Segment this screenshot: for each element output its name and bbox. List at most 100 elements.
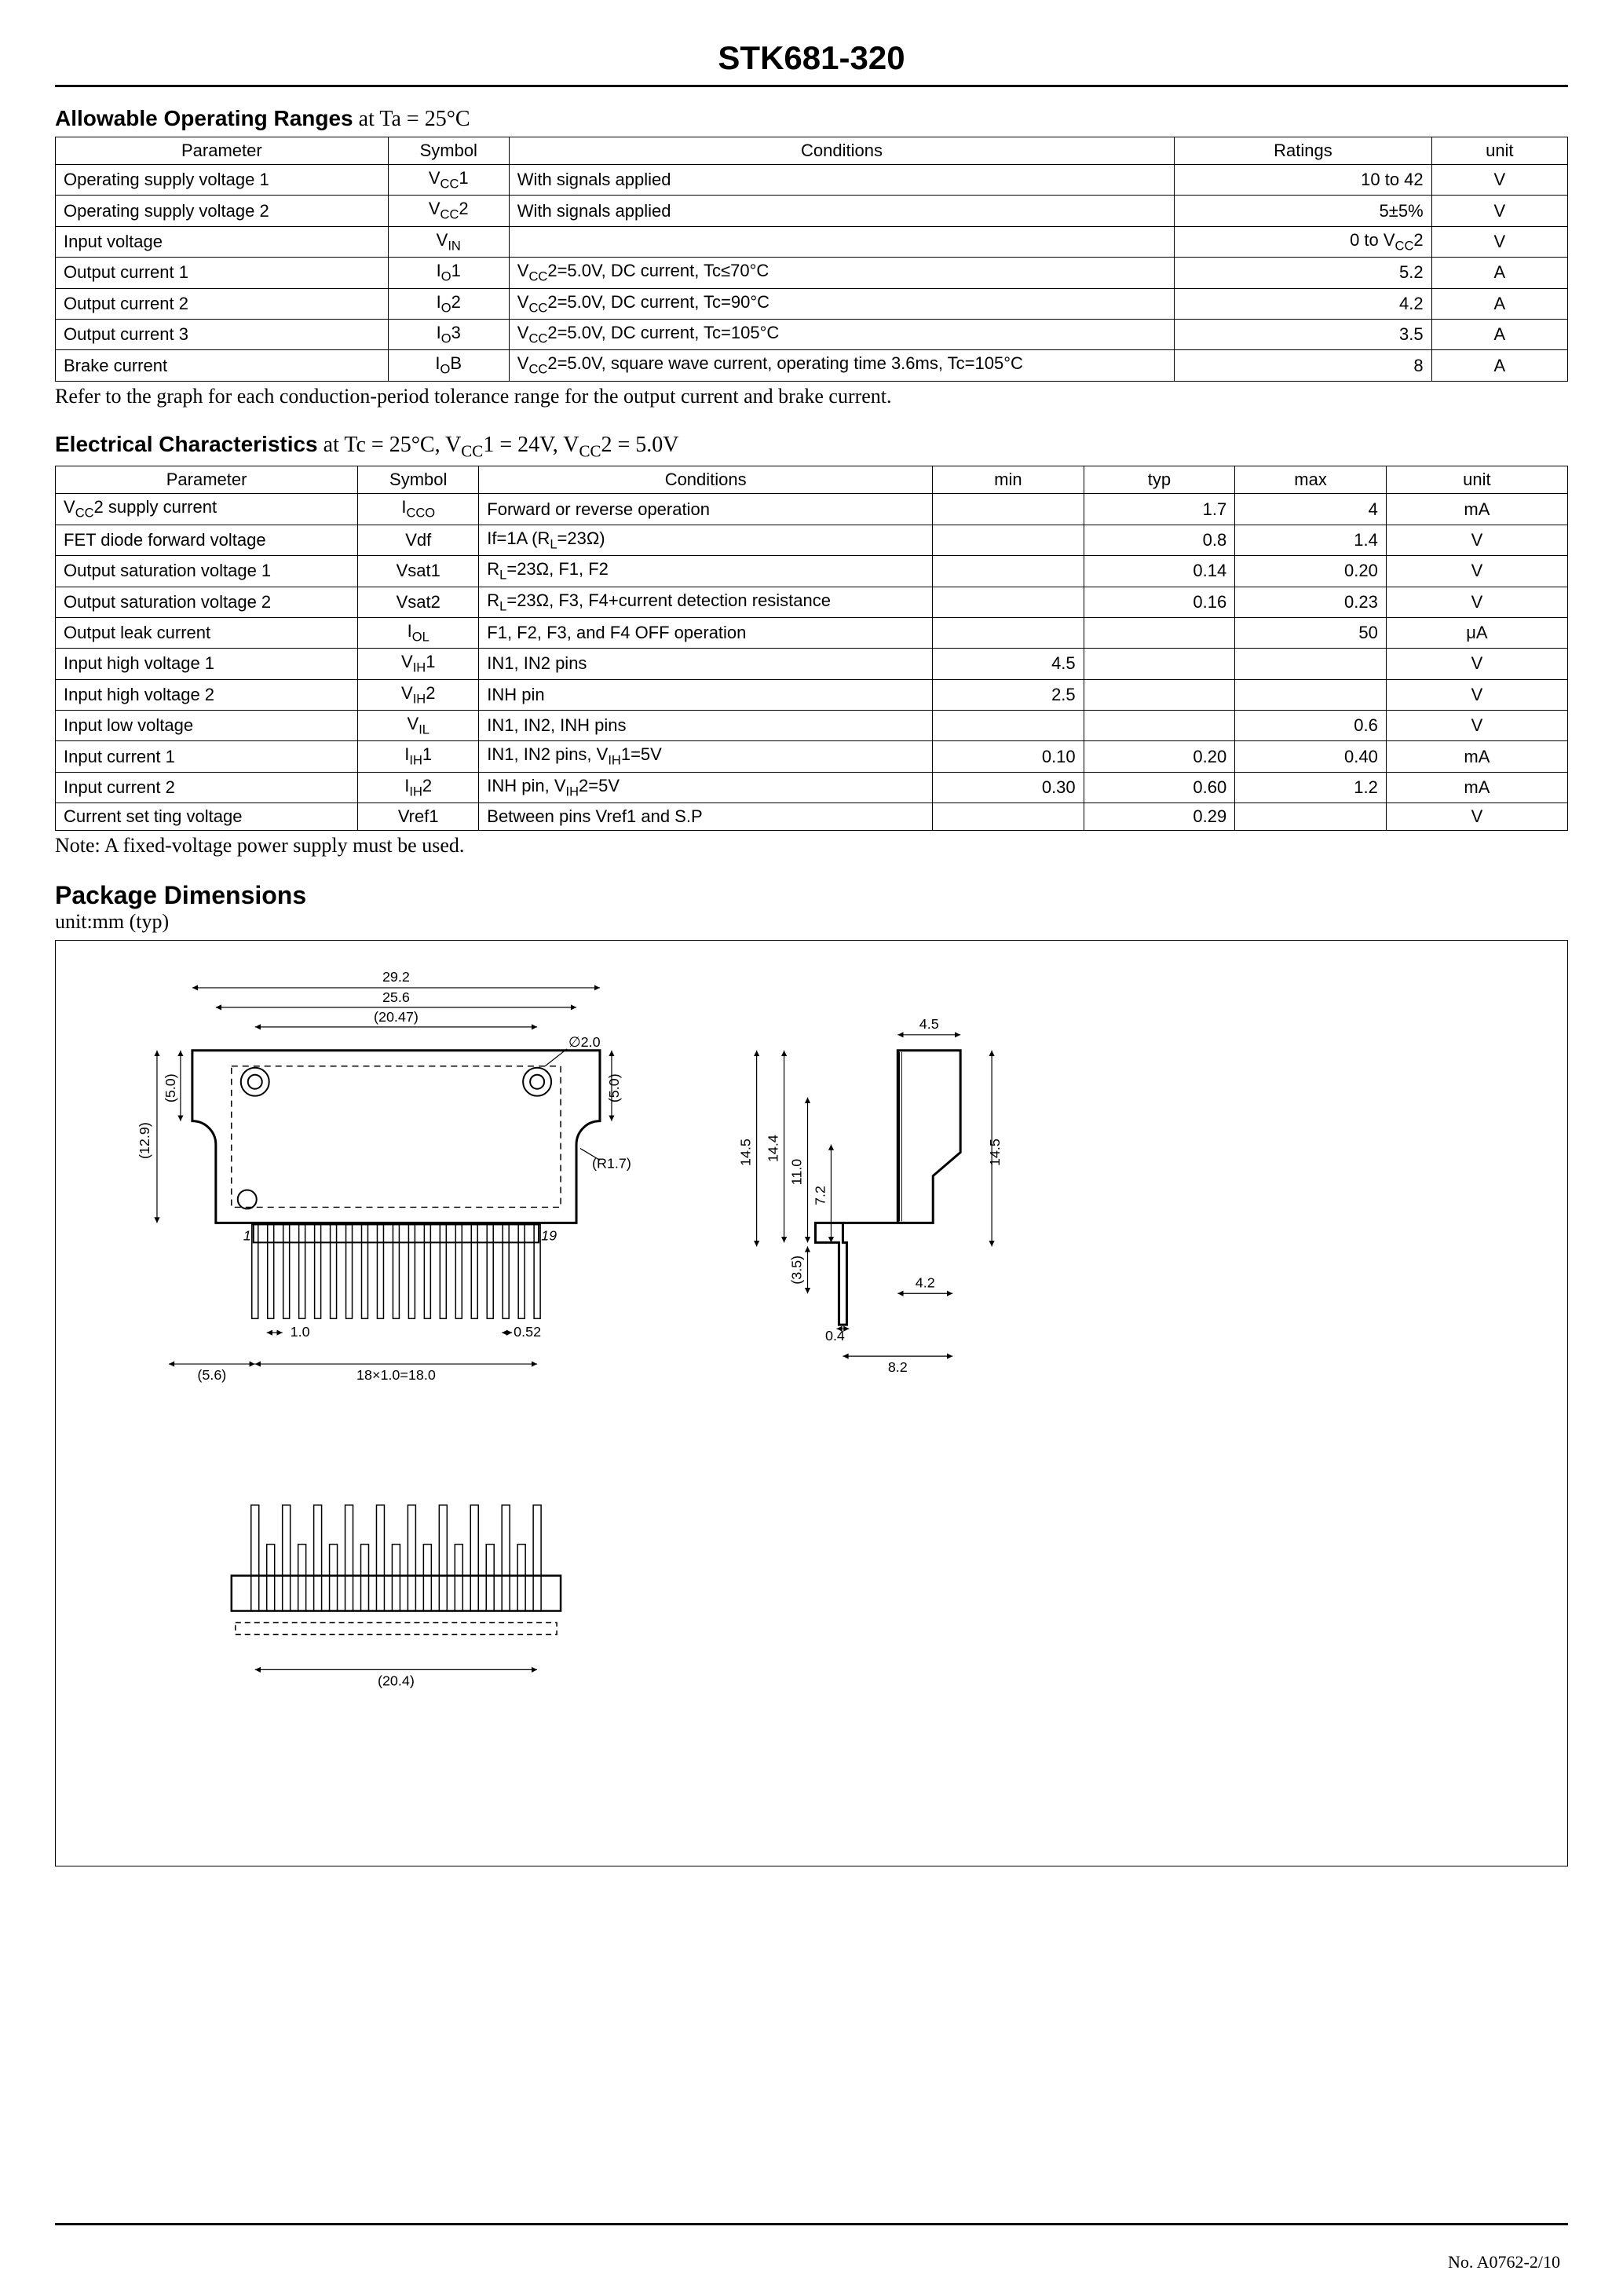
cell: 0.30 [933,772,1084,803]
section2-title: Electrical Characteristics at Tc = 25°C,… [55,432,1568,462]
cell: Brake current [56,350,389,381]
cell: 0.29 [1084,803,1235,831]
cell: With signals applied [509,196,1174,226]
cell: Forward or reverse operation [479,494,933,525]
cell: mA [1386,741,1567,772]
cell [933,525,1084,555]
cell: VCC2=5.0V, square wave current, operatin… [509,350,1174,381]
dim-side-w4: 8.2 [888,1359,908,1375]
section1-title: Allowable Operating Ranges at Ta = 25°C [55,106,1568,132]
dim-side-w1: 4.5 [919,1016,939,1032]
cell: F1, F2, F3, and F4 OFF operation [479,617,933,648]
cell: Vsat1 [358,556,479,587]
dim-bottom-w: (20.4) [378,1673,415,1689]
cell: 0.14 [1084,556,1235,587]
cell: Input current 1 [56,741,358,772]
table-row: Operating supply voltage 2VCC2With signa… [56,196,1568,226]
cell: μA [1386,617,1567,648]
cell: IOL [358,617,479,648]
cell: VCC1 [388,165,509,196]
table-row: Output current 2IO2VCC2=5.0V, DC current… [56,288,1568,319]
cell: Current set ting voltage [56,803,358,831]
section1-title-cond: at Ta = 25°C [353,107,470,131]
cell: Vref1 [358,803,479,831]
cell: 10 to 42 [1175,165,1431,196]
cell: 4 [1235,494,1387,525]
cell: 5±5% [1175,196,1431,226]
cell [933,494,1084,525]
cell: Input current 2 [56,772,358,803]
cell: ICCO [358,494,479,525]
section1-title-text: Allowable Operating Ranges [55,106,353,130]
cell: INH pin, VIH2=5V [479,772,933,803]
dim-hole: ∅2.0 [568,1034,601,1050]
cell: V [1386,556,1567,587]
table-row: Brake currentIOBVCC2=5.0V, square wave c… [56,350,1568,381]
col-header: min [933,466,1084,494]
dim-side-h3: 11.0 [789,1159,805,1186]
cell: Vdf [358,525,479,555]
package-diagram: 29.2 25.6 (20.47) ∅2.0 [55,940,1568,1866]
cell: 2.5 [933,679,1084,710]
cell: 4.5 [933,649,1084,679]
cell: 0.16 [1084,587,1235,617]
cell: Operating supply voltage 1 [56,165,389,196]
section1-note: Refer to the graph for each conduction-p… [55,385,1568,408]
cell: V [1431,196,1567,226]
col-header: Symbol [358,466,479,494]
dim-side-h2: 14.4 [766,1135,781,1162]
cell: Operating supply voltage 2 [56,196,389,226]
footer-rule [55,2223,1568,2225]
col-header: unit [1431,137,1567,165]
dim-side-w2: 4.2 [916,1274,935,1290]
dim-pin-t: 0.52 [514,1324,541,1340]
dim-side-h4: 7.2 [812,1186,828,1205]
cell: Output saturation voltage 2 [56,587,358,617]
table-row: VCC2 supply currentICCOForward or revers… [56,494,1568,525]
table-row: Output current 3IO3VCC2=5.0V, DC current… [56,319,1568,349]
table-row: Input high voltage 1VIH1IN1, IN2 pins4.5… [56,649,1568,679]
cell: Output current 1 [56,258,389,288]
cell: V [1386,803,1567,831]
cell [933,711,1084,741]
dim-r-notch: (R1.7) [592,1156,631,1172]
dim-side-h5: (3.5) [789,1256,805,1285]
cell: Input voltage [56,226,389,257]
dim-w-inner: 25.6 [382,989,410,1005]
package-title: Package Dimensions [55,881,1568,910]
cell: IN1, IN2, INH pins [479,711,933,741]
dim-pin-w: 1.0 [291,1324,310,1340]
col-header: Conditions [479,466,933,494]
cell [1084,711,1235,741]
cell: 0.20 [1084,741,1235,772]
cell: IO1 [388,258,509,288]
pin19-label: 19 [541,1228,557,1244]
table-row: Input current 1IIH1IN1, IN2 pins, VIH1=5… [56,741,1568,772]
cell: 0.6 [1235,711,1387,741]
cell [1084,649,1235,679]
cell: Output leak current [56,617,358,648]
cell: A [1431,319,1567,349]
cell: IOB [388,350,509,381]
cell: V [1386,649,1567,679]
cell: IO3 [388,319,509,349]
cell: IO2 [388,288,509,319]
table-row: Output leak currentIOLF1, F2, F3, and F4… [56,617,1568,648]
cell: 1.4 [1235,525,1387,555]
table-operating-ranges: ParameterSymbolConditionsRatingsunit Ope… [55,137,1568,382]
pin1-label: 1 [243,1228,251,1244]
table-row: Input high voltage 2VIH2INH pin2.5V [56,679,1568,710]
cell: VIH2 [358,679,479,710]
cell: Between pins Vref1 and S.P [479,803,933,831]
dim-side-h1: 14.5 [738,1139,754,1166]
col-header: Ratings [1175,137,1431,165]
cell: Output current 2 [56,288,389,319]
cell [933,587,1084,617]
cell: 0.60 [1084,772,1235,803]
cell [1235,649,1387,679]
cell: VIL [358,711,479,741]
cell: 5.2 [1175,258,1431,288]
cell: V [1431,165,1567,196]
cell: A [1431,350,1567,381]
cell [1084,617,1235,648]
